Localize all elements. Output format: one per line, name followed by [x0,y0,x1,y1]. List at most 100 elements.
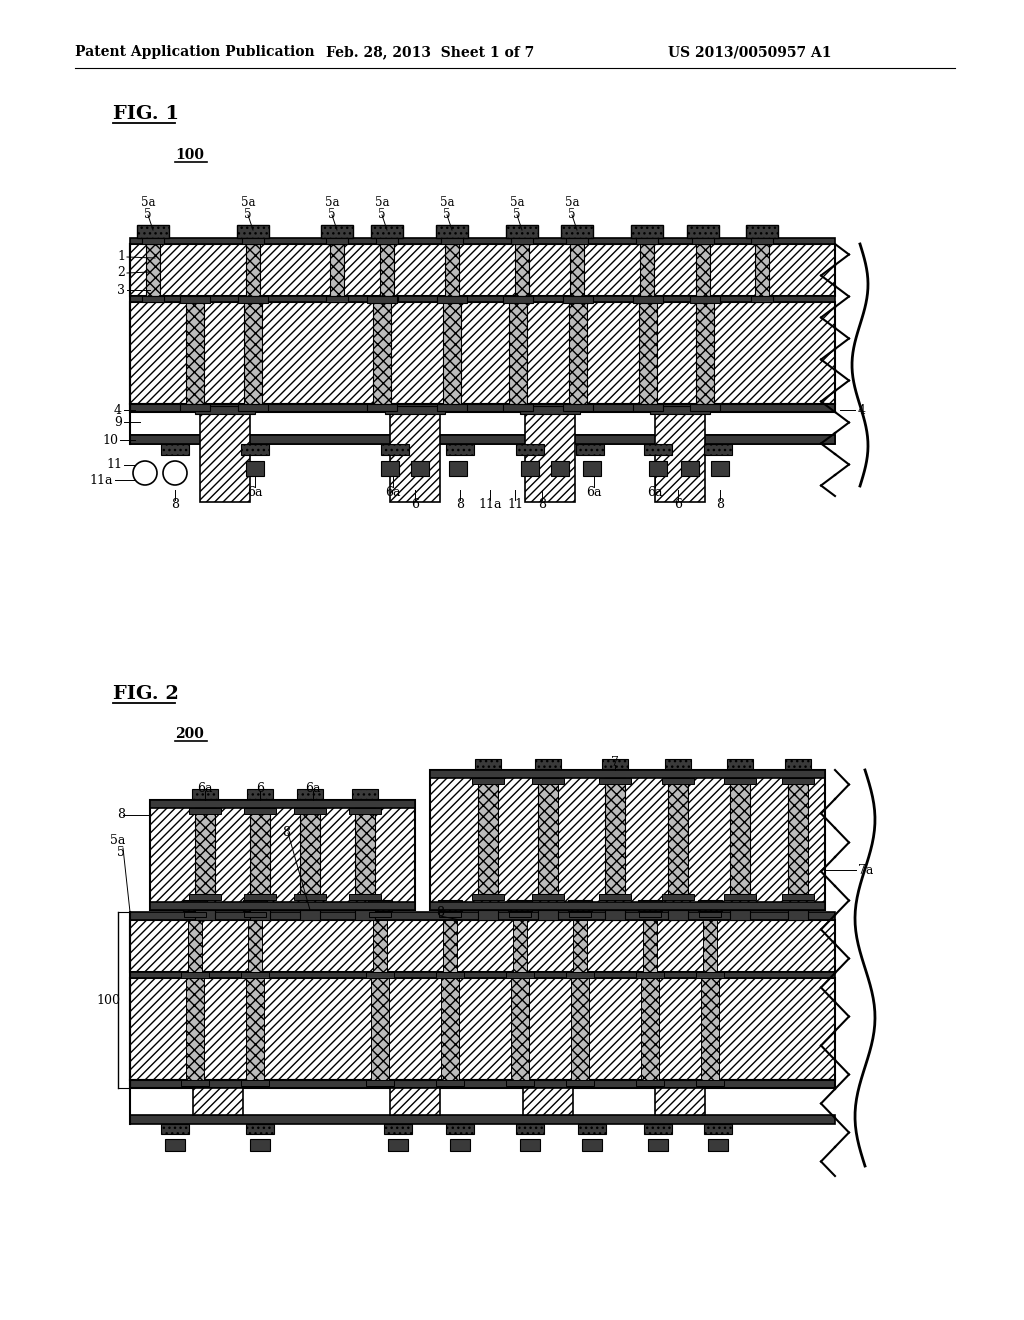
Bar [326,238,348,244]
Text: 4: 4 [114,404,122,417]
Bar [506,224,538,238]
Text: Feb. 28, 2013  Sheet 1 of 7: Feb. 28, 2013 Sheet 1 of 7 [326,45,535,59]
Bar [250,909,270,920]
Text: 6a: 6a [647,486,663,499]
Bar [520,1139,540,1151]
Text: 9: 9 [114,416,122,429]
Bar [506,1080,534,1086]
Bar [436,972,464,978]
Bar [687,224,719,238]
Bar [243,900,267,911]
Bar [330,244,344,296]
Bar [578,1125,606,1134]
Bar [430,770,825,777]
Bar [650,1080,710,1086]
Bar [633,404,663,411]
Text: 11a: 11a [89,474,113,487]
Bar [513,920,527,972]
Bar [569,302,587,404]
Bar [150,800,415,808]
Text: US 2013/0050957 A1: US 2013/0050957 A1 [669,45,831,59]
Bar [472,894,504,900]
Bar [599,777,631,784]
Text: 11a: 11a [478,499,502,511]
Bar [188,1080,248,1086]
Text: 11: 11 [106,458,122,471]
Bar [535,759,561,770]
Text: 6: 6 [674,499,682,511]
Bar [165,1139,185,1151]
Bar [195,407,255,414]
Bar [511,978,529,1080]
Bar [326,296,348,302]
Bar [368,900,392,911]
Bar [698,900,722,911]
Bar [746,224,778,238]
Text: 5: 5 [513,209,521,222]
Bar [371,978,389,1080]
Bar [146,244,160,296]
Text: 7: 7 [611,755,618,768]
Bar [436,224,468,238]
Bar [441,978,459,1080]
Bar [509,912,531,917]
Bar [137,224,169,238]
Bar [643,920,657,972]
Bar [246,1125,274,1134]
Bar [755,244,769,296]
Bar [294,808,326,814]
Bar [445,244,459,296]
Bar [751,238,773,244]
Bar [532,777,564,784]
Text: 5a: 5a [565,197,580,210]
Bar [443,302,461,404]
Bar [668,909,688,920]
Bar [238,404,268,411]
Bar [650,407,710,414]
Text: 6a: 6a [305,781,321,795]
Bar [551,461,569,477]
Bar [605,777,625,894]
Bar [193,1088,243,1115]
Text: 100: 100 [96,994,120,1006]
Bar [130,978,835,1080]
Bar [188,920,202,972]
Bar [438,900,462,911]
Bar [692,238,714,244]
Bar [384,1125,412,1134]
Bar [130,972,835,978]
Bar [638,900,662,911]
Bar [449,461,467,477]
Bar [696,244,710,296]
Text: 6a: 6a [247,486,263,499]
Bar [703,920,717,972]
Text: 5a: 5a [110,833,125,846]
Text: 200: 200 [175,727,204,741]
Bar [130,436,835,444]
Bar [516,1125,544,1134]
Bar [503,296,534,304]
Bar [349,808,381,814]
Bar [244,302,262,404]
Bar [367,404,397,411]
Bar [195,808,215,894]
Circle shape [133,461,157,484]
Bar [443,920,457,972]
Text: 8: 8 [436,906,444,919]
Bar [705,1125,732,1134]
Bar [701,978,719,1080]
Bar [506,972,534,978]
Bar [511,296,534,302]
Bar [238,296,268,304]
Bar [390,1088,440,1115]
Bar [441,238,463,244]
Bar [662,894,694,900]
Text: 5: 5 [568,209,575,222]
Bar [369,912,391,917]
Bar [388,1139,408,1151]
Bar [705,444,732,455]
Bar [569,912,591,917]
Bar [241,972,269,978]
Bar [582,1139,602,1151]
Bar [521,461,539,477]
